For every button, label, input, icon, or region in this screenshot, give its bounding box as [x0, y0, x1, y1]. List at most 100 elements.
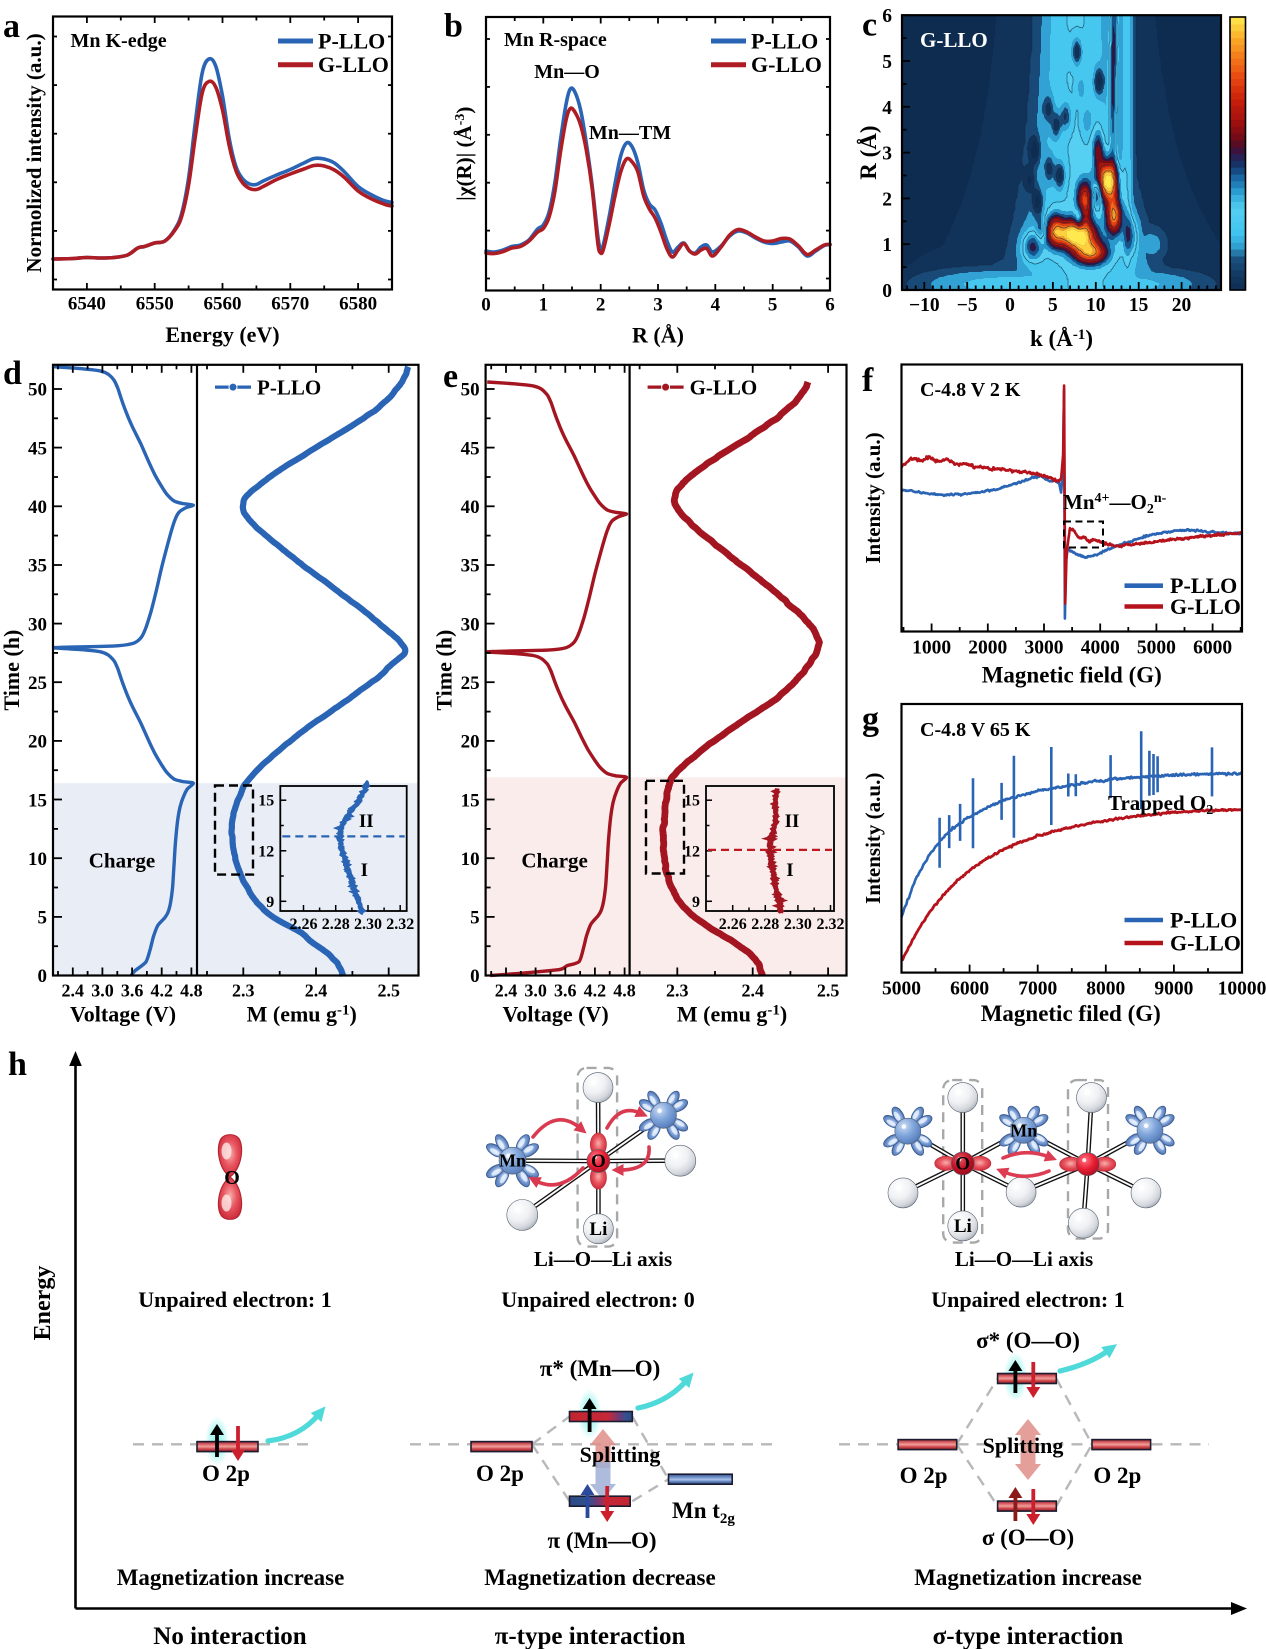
svg-text:2.26: 2.26 [290, 916, 318, 933]
svg-text:2.32: 2.32 [386, 916, 414, 933]
svg-text:6550: 6550 [136, 294, 174, 315]
svg-text:a: a [3, 8, 20, 45]
svg-text:O 2p: O 2p [900, 1463, 948, 1488]
svg-text:5: 5 [38, 908, 48, 929]
svg-text:Trapped O2: Trapped O2 [1108, 791, 1213, 818]
svg-text:15: 15 [461, 790, 480, 811]
svg-text:Mn—O: Mn—O [534, 61, 600, 83]
svg-text:25: 25 [28, 673, 47, 694]
svg-text:R (Å): R (Å) [856, 125, 881, 179]
svg-text:10000: 10000 [1218, 979, 1266, 1000]
svg-text:I: I [786, 860, 793, 881]
svg-text:3.6: 3.6 [121, 981, 144, 1001]
svg-text:4.8: 4.8 [180, 981, 203, 1001]
svg-text:2.28: 2.28 [751, 916, 779, 933]
svg-text:40: 40 [461, 497, 480, 518]
svg-text:35: 35 [28, 556, 47, 577]
svg-text:12: 12 [684, 843, 700, 860]
svg-text:10: 10 [28, 849, 47, 870]
svg-text:0: 0 [1005, 295, 1015, 316]
svg-text:50: 50 [28, 380, 47, 401]
svg-text:3.6: 3.6 [554, 981, 577, 1001]
svg-text:P-LLO: P-LLO [1170, 908, 1237, 933]
svg-text:Li—O—Li axis: Li—O—Li axis [955, 1247, 1093, 1271]
svg-text:C-4.8 V 65 K: C-4.8 V 65 K [920, 719, 1031, 741]
svg-text:O: O [224, 1167, 240, 1189]
svg-text:4.2: 4.2 [584, 981, 607, 1001]
svg-text:1000: 1000 [912, 638, 951, 659]
svg-text:4.2: 4.2 [150, 981, 173, 1001]
svg-text:Normolized intensity (a.u.): Normolized intensity (a.u.) [22, 33, 46, 272]
svg-text:Intensity (a.u.): Intensity (a.u.) [861, 432, 885, 563]
svg-text:O 2p: O 2p [1093, 1463, 1141, 1488]
svg-text:5: 5 [1048, 295, 1058, 316]
svg-text:II: II [785, 811, 800, 832]
svg-text:Energy (eV): Energy (eV) [165, 322, 279, 347]
svg-text:Voltage (V): Voltage (V) [70, 1002, 176, 1027]
svg-text:b: b [444, 8, 463, 45]
svg-text:Mn: Mn [1010, 1120, 1037, 1140]
svg-text:3000: 3000 [1025, 638, 1064, 659]
svg-text:5000: 5000 [882, 979, 921, 1000]
svg-text:45: 45 [28, 438, 47, 459]
svg-text:Li—O—Li axis: Li—O—Li axis [534, 1247, 672, 1271]
svg-text:2.26: 2.26 [719, 916, 747, 933]
svg-text:6000: 6000 [950, 979, 989, 1000]
svg-text:0: 0 [481, 295, 491, 316]
svg-text:Magnetic field (G): Magnetic field (G) [982, 663, 1162, 688]
svg-text:15: 15 [258, 793, 274, 810]
svg-text:20: 20 [461, 732, 480, 753]
svg-text:6570: 6570 [271, 294, 309, 315]
svg-text:Unpaired electron: 1: Unpaired electron: 1 [138, 1287, 332, 1312]
svg-text:σ (O—O): σ (O—O) [982, 1525, 1074, 1550]
svg-text:35: 35 [461, 556, 480, 577]
svg-text:2.30: 2.30 [354, 916, 382, 933]
svg-text:20: 20 [1172, 295, 1192, 316]
svg-text:15: 15 [684, 793, 700, 810]
svg-text:2000: 2000 [968, 638, 1007, 659]
svg-text:9: 9 [266, 894, 274, 911]
svg-text:2.4: 2.4 [741, 981, 764, 1001]
svg-text:e: e [443, 358, 458, 395]
svg-text:3.0: 3.0 [524, 981, 547, 1001]
svg-text:2.4: 2.4 [305, 981, 328, 1001]
svg-text:Intensity (a.u.): Intensity (a.u.) [861, 773, 885, 904]
svg-text:O: O [591, 1151, 606, 1172]
svg-text:P-LLO: P-LLO [751, 29, 818, 54]
svg-text:R (Å): R (Å) [632, 323, 684, 348]
svg-text:2.4: 2.4 [62, 981, 85, 1001]
svg-text:h: h [8, 1046, 27, 1083]
svg-text:Time (h): Time (h) [432, 630, 457, 711]
svg-text:P-LLO: P-LLO [318, 29, 385, 54]
svg-text:10: 10 [1086, 295, 1106, 316]
svg-text:Mn K-edge: Mn K-edge [71, 30, 167, 52]
svg-text:20: 20 [28, 732, 47, 753]
svg-text:Time (h): Time (h) [0, 630, 24, 711]
svg-text:15: 15 [1129, 295, 1149, 316]
svg-text:2.5: 2.5 [817, 981, 840, 1001]
svg-text:−5: −5 [957, 295, 978, 316]
svg-text:Mn: Mn [499, 1151, 526, 1171]
svg-text:12: 12 [258, 843, 274, 860]
svg-text:30: 30 [28, 614, 47, 635]
svg-text:25: 25 [461, 673, 480, 694]
svg-text:f: f [862, 362, 874, 399]
svg-text:G-LLO: G-LLO [1170, 594, 1241, 619]
svg-text:O 2p: O 2p [476, 1461, 524, 1486]
svg-text:O: O [955, 1153, 970, 1174]
svg-text:G-LLO: G-LLO [1170, 931, 1241, 956]
svg-text:2.32: 2.32 [817, 916, 845, 933]
svg-text:3.0: 3.0 [91, 981, 114, 1001]
svg-text:6560: 6560 [204, 294, 242, 315]
svg-text:π-type interaction: π-type interaction [495, 1623, 686, 1649]
svg-text:5: 5 [882, 52, 892, 73]
svg-text:M (emu g-1): M (emu g-1) [677, 1002, 787, 1027]
svg-text:8000: 8000 [1086, 979, 1125, 1000]
svg-text:π (Mn—O): π (Mn—O) [547, 1528, 656, 1553]
svg-text:3: 3 [882, 144, 892, 165]
svg-text:1: 1 [882, 235, 892, 256]
svg-text:G-LLO: G-LLO [751, 52, 822, 77]
svg-text:2: 2 [882, 189, 892, 210]
svg-text:5000: 5000 [1137, 638, 1176, 659]
svg-text:I: I [361, 860, 368, 881]
